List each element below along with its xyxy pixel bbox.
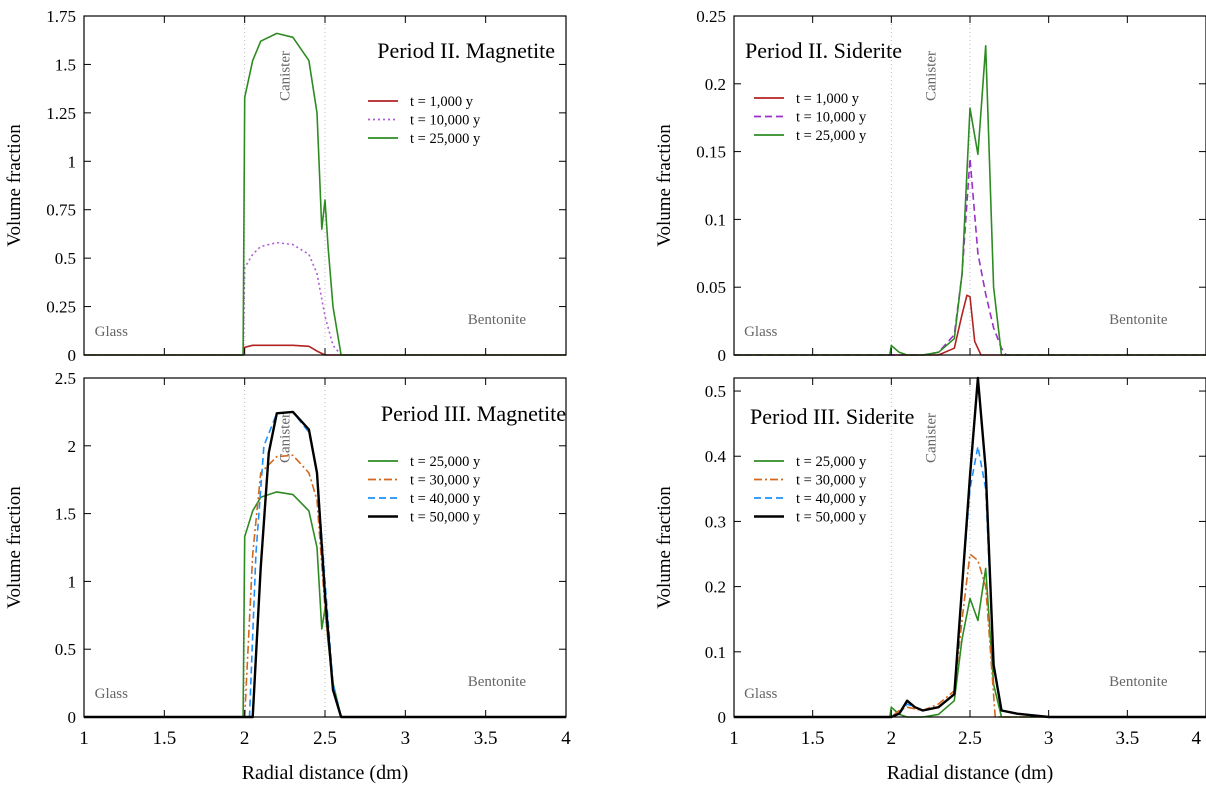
region-label-bentonite: Bentonite	[1109, 312, 1168, 328]
legend-label-1: t = 25,000 y	[410, 454, 481, 470]
x-axis-label: Radial distance (dm)	[887, 762, 1054, 784]
series-line-4	[734, 376, 1206, 719]
x-axis-label: Radial distance (dm)	[242, 762, 409, 784]
legend: t = 1,000 y t = 10,000 y t = 25,000 y	[754, 91, 867, 144]
y-tick-label-6: 0.25	[696, 7, 726, 26]
y-tick-label-6: 2.5	[55, 369, 76, 388]
legend-label-3: t = 25,000 y	[796, 128, 867, 144]
series-line-1	[734, 294, 1206, 356]
x-tick-label-5: 3	[1044, 728, 1054, 749]
legend-label-1: t = 1,000 y	[796, 91, 860, 107]
series-line-2	[734, 553, 1206, 718]
legend-label-4: t = 50,000 y	[796, 510, 867, 526]
chart-panel-2: Glass Bentonite Canister 0 0.05 0.1 0.15 0.2 0.2…	[654, 7, 1206, 365]
series-line-3	[84, 32, 566, 356]
y-tick-label-1: 0	[718, 346, 727, 365]
x-tick-label-5: 3	[401, 728, 411, 749]
legend-label-1: t = 1,000 y	[410, 94, 474, 110]
series-line-3	[84, 411, 566, 718]
y-tick-label-5: 2	[68, 437, 77, 456]
x-tick-label-3: 2	[240, 728, 250, 749]
region-label-canister: Canister	[278, 413, 294, 463]
legend-label-1: t = 25,000 y	[796, 454, 867, 470]
x-tick-label-4: 2.5	[958, 728, 982, 749]
y-tick-label-5: 0.2	[705, 75, 726, 94]
legend-label-2: t = 10,000 y	[410, 113, 481, 129]
y-tick-label-2: 0.05	[696, 278, 726, 297]
region-label-glass: Glass	[95, 686, 128, 702]
legend-label-2: t = 30,000 y	[410, 473, 481, 489]
y-axis-label: Volume fraction	[654, 486, 675, 609]
y-tick-label-5: 1	[68, 152, 77, 171]
legend-label-4: t = 50,000 y	[410, 510, 481, 526]
x-tick-label-6: 3.5	[1115, 728, 1139, 749]
y-axis-label: Volume fraction	[4, 486, 25, 609]
y-tick-label-1: 0	[68, 346, 77, 365]
chart-panel-3: Glass Bentonite Canister 0 0.5 1 1.5 2 2.5 1 1.5 2 2…	[4, 369, 571, 784]
x-tick-label-7: 4	[561, 728, 571, 749]
y-tick-label-8: 1.75	[46, 7, 76, 26]
series-line-3	[734, 44, 1206, 356]
legend: t = 25,000 y t = 30,000 y t = 40,000 y t = …	[368, 454, 481, 526]
chart-title: Period III. Siderite	[750, 404, 914, 429]
y-tick-label-4: 0.15	[696, 143, 726, 162]
region-label-canister: Canister	[923, 51, 939, 101]
legend-label-3: t = 40,000 y	[796, 491, 867, 507]
x-tick-label-7: 4	[1192, 728, 1202, 749]
y-tick-label-2: 0.1	[705, 643, 726, 662]
y-axis-label: Volume fraction	[4, 124, 25, 247]
y-tick-label-3: 1	[68, 572, 77, 591]
y-tick-label-5: 0.4	[705, 447, 727, 466]
chart-title: Period II. Magnetite	[377, 38, 555, 63]
y-tick-label-4: 1.5	[55, 505, 76, 524]
series-line-4	[84, 410, 566, 719]
series-line-1	[734, 567, 1206, 718]
y-tick-label-3: 0.2	[705, 578, 726, 597]
x-tick-label-3: 2	[887, 728, 897, 749]
region-label-bentonite: Bentonite	[468, 312, 527, 328]
x-tick-label-1: 1	[729, 728, 739, 749]
region-label-canister: Canister	[278, 51, 294, 101]
y-tick-label-6: 1.25	[46, 104, 76, 123]
region-label-bentonite: Bentonite	[1109, 674, 1168, 690]
chart-title: Period II. Siderite	[745, 38, 902, 63]
region-label-glass: Glass	[744, 324, 777, 340]
y-tick-label-1: 0	[68, 708, 77, 727]
x-tick-label-2: 1.5	[801, 728, 825, 749]
y-tick-label-4: 0.3	[705, 512, 726, 531]
x-tick-label-1: 1	[79, 728, 89, 749]
legend-label-3: t = 25,000 y	[410, 131, 481, 147]
region-label-bentonite: Bentonite	[468, 674, 527, 690]
chart-panel-4: Glass Bentonite Canister 0 0.1 0.2 0.3 0.4 0.5 1 1…	[654, 376, 1206, 784]
x-tick-label-6: 3.5	[474, 728, 498, 749]
x-tick-label-4: 2.5	[313, 728, 337, 749]
y-tick-label-4: 0.75	[46, 201, 76, 220]
region-label-canister: Canister	[923, 413, 939, 463]
legend: t = 25,000 y t = 30,000 y t = 40,000 y t = …	[754, 454, 867, 526]
legend-label-2: t = 30,000 y	[796, 473, 867, 489]
region-label-glass: Glass	[95, 324, 128, 340]
region-label-glass: Glass	[744, 686, 777, 702]
y-tick-label-1: 0	[718, 708, 727, 727]
y-tick-label-3: 0.1	[705, 210, 726, 229]
y-tick-label-3: 0.5	[55, 249, 76, 268]
y-tick-label-2: 0.25	[46, 298, 76, 317]
x-tick-label-2: 1.5	[152, 728, 176, 749]
y-tick-label-2: 0.5	[55, 640, 76, 659]
legend-label-3: t = 40,000 y	[410, 491, 481, 507]
y-tick-label-6: 0.5	[705, 382, 726, 401]
legend: t = 1,000 y t = 10,000 y t = 25,000 y	[368, 94, 481, 147]
series-line-2	[84, 241, 566, 356]
legend-label-2: t = 10,000 y	[796, 110, 867, 126]
chart-title: Period III. Magnetite	[381, 401, 566, 426]
y-axis-label: Volume fraction	[654, 124, 675, 247]
chart-panel-1: Glass Bentonite Canister 0 0.25 0.5 0.75 1 1.25 1…	[4, 7, 567, 365]
y-tick-label-7: 1.5	[55, 55, 76, 74]
